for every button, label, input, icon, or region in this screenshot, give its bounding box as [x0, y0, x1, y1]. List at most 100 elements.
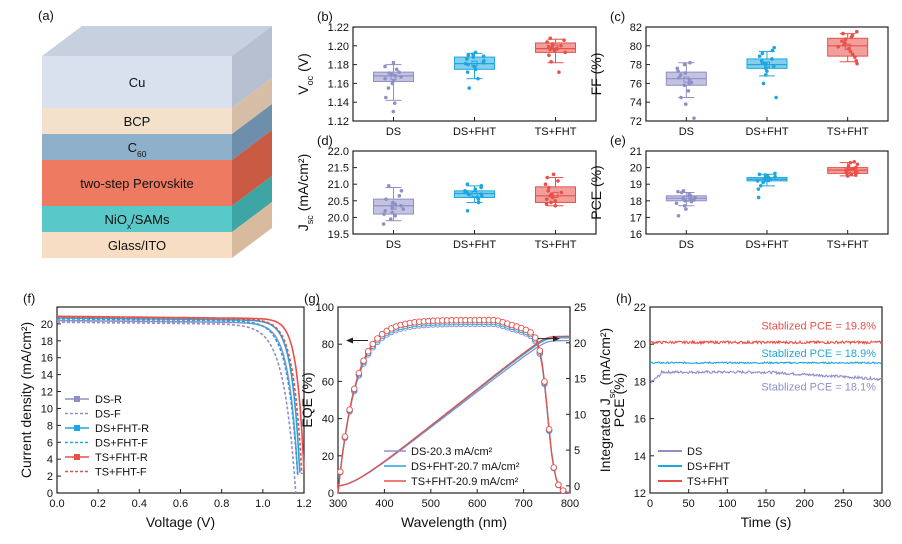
legend-label: DS+FHT-20.7 mA/cm²	[411, 461, 520, 473]
data-point	[557, 70, 561, 74]
eqe-marker	[374, 335, 381, 342]
layer-4-label: NiOx/SAMs	[105, 212, 170, 231]
layer-5-side	[232, 202, 272, 258]
ytick-label-b: 1.18	[328, 60, 349, 72]
data-point	[466, 53, 471, 57]
data-point	[854, 165, 858, 170]
xtick-label-g: 400	[375, 498, 393, 510]
xtick-label-g: 500	[422, 498, 440, 510]
data-point	[390, 205, 395, 210]
xtick-label-g: 800	[561, 498, 579, 510]
xtick-label-h: 200	[795, 498, 813, 510]
data-point	[471, 55, 476, 59]
data-point	[559, 190, 564, 195]
plot-frame-h	[649, 306, 883, 494]
layer-5-label: Glass/ITO	[108, 238, 166, 253]
data-point	[850, 52, 855, 57]
xtick-label-d: DS+FHT	[453, 239, 496, 251]
data-point	[768, 177, 773, 182]
xtick-label-b: TS+FHT	[535, 126, 577, 138]
panel-label-d: (d)	[317, 133, 333, 148]
ytick-label-b: 1.20	[328, 41, 349, 53]
data-point	[773, 174, 777, 179]
ytick-label-h: 16	[634, 414, 646, 426]
layer-3-front	[42, 160, 232, 206]
ytick-label-c: 80	[630, 41, 642, 53]
ytick-label-b: 1.12	[328, 116, 349, 128]
data-point	[854, 29, 859, 34]
legend-label: TS+FHT-F	[95, 467, 147, 479]
data-point	[563, 50, 568, 55]
data-point	[762, 176, 767, 181]
xlabel-h: Time (s)	[741, 514, 792, 530]
ytick-label-e: 19	[630, 179, 642, 191]
data-point	[384, 95, 388, 100]
data-point	[682, 83, 687, 88]
data-point	[562, 38, 566, 42]
panel-label-g: (g)	[304, 291, 320, 306]
data-point	[382, 212, 386, 216]
ylabel-g: EQE (%)	[299, 372, 315, 427]
ytick-label-f: 2	[47, 471, 53, 483]
data-point	[687, 81, 692, 86]
data-point	[399, 203, 403, 208]
data-point	[684, 207, 688, 211]
data-point	[386, 184, 391, 188]
ytick-label-h: 20	[634, 339, 646, 351]
layer-4-front	[42, 206, 232, 232]
data-point	[394, 67, 399, 72]
data-point	[548, 36, 553, 41]
data-point	[681, 189, 686, 193]
layer-0-label: Cu	[129, 75, 146, 90]
xtick-label-c: DS+FHT	[745, 126, 788, 138]
data-point	[850, 33, 855, 38]
ytick-label-c: 82	[630, 22, 642, 34]
data-point	[544, 197, 549, 201]
ytick-label-c: 76	[630, 78, 642, 90]
data-point	[840, 39, 844, 43]
pce-trace-TS+FHT	[649, 339, 883, 346]
data-point	[846, 164, 851, 168]
chart-f: 0.0 0.2 0.4 0.6 0.8 1.0 1.2 0 2 4 6 8 10 12 14 16 18 20 Vo…	[18, 291, 312, 530]
data-point	[682, 203, 687, 208]
ylabel-right-g: Integrated Jsc (mA/cm²)	[597, 328, 617, 472]
data-point	[836, 44, 840, 49]
xtick-label-h: 150	[757, 498, 775, 510]
data-point	[677, 75, 681, 80]
ytick-label-h: 18	[634, 376, 646, 388]
annotation-stabilized-pce: Stablized PCE = 18.9%	[761, 348, 876, 360]
ytick-label-e: 21	[630, 146, 642, 158]
data-point	[676, 189, 680, 194]
chart-c: (c) 72 74 76 78 80 82 FF (%) DS DS+FHT TS+FHT	[588, 9, 889, 138]
ytick-label-f: 14	[41, 370, 53, 382]
data-point	[774, 95, 778, 100]
data-point	[854, 59, 859, 63]
ylabel-e: PCE (%)	[588, 165, 604, 219]
eqe-marker	[545, 426, 553, 433]
data-point	[397, 70, 401, 74]
xtick-label-c: TS+FHT	[827, 126, 869, 138]
chart-g: 300 400 500 600 700 800020406080100Wavelength…	[299, 291, 617, 530]
data-point	[465, 70, 470, 74]
xtick-label-f: 0.0	[49, 498, 64, 510]
ytick-label-g: 20	[322, 451, 334, 463]
eqe-marker	[550, 464, 558, 471]
data-point	[757, 172, 762, 177]
ytick-label-h: 14	[634, 451, 646, 463]
xlabel-f: Voltage (V)	[146, 514, 215, 530]
chart-e: (e) 16 17 18 19 20 21 PCE (%) DS DS+FHT TS+FHT	[588, 133, 889, 251]
xtick-label-h: 300	[873, 498, 891, 510]
ytick-label-f: 10	[41, 403, 53, 415]
xtick-label-b: DS+FHT	[453, 126, 496, 138]
ytick-label-d: 19.5	[328, 229, 349, 241]
data-point	[465, 182, 470, 186]
data-point	[855, 162, 860, 167]
data-point	[686, 89, 691, 93]
layer-0-front	[42, 56, 232, 108]
ytick-label-g: 0	[328, 488, 334, 500]
data-point	[559, 44, 563, 48]
xtick-label-h: 50	[683, 498, 695, 510]
data-point	[386, 86, 391, 90]
ylabel-b: Voc (V)	[295, 53, 315, 95]
